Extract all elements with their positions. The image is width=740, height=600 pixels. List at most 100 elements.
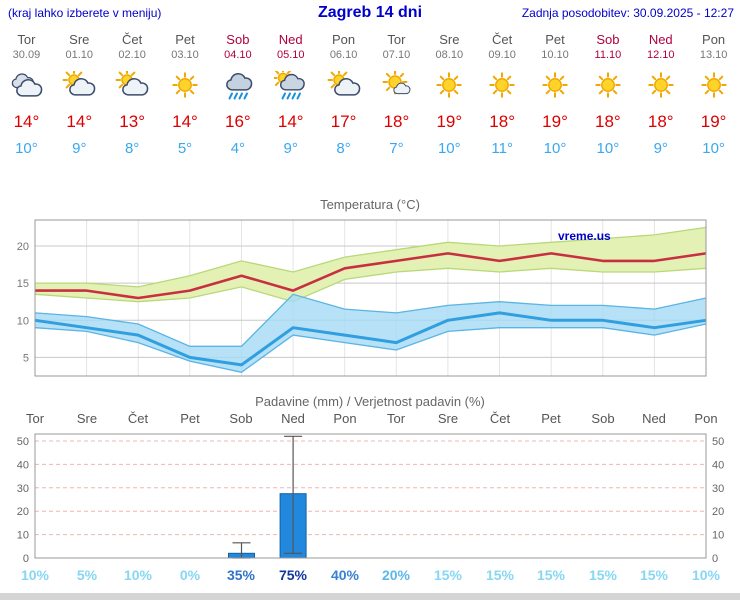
- day-column-sob-11.10[interactable]: Sob 11.10 18° 10°: [581, 32, 634, 159]
- day-name: Pon: [332, 32, 356, 47]
- menu-hint-text: (kraj lahko izberete v meniju): [8, 6, 162, 20]
- day-high-temp: 14°: [277, 112, 304, 131]
- day-column-ned-12.10[interactable]: Ned 12.10 18° 9°: [634, 32, 687, 159]
- day-column-sre-01.10[interactable]: Sre 01.10 14° 9°: [53, 32, 106, 159]
- day-date: 07.10: [382, 49, 411, 61]
- day-column-tor-07.10[interactable]: Tor 07.10 18° 7°: [370, 32, 423, 159]
- day-column-ned-05.10[interactable]: Ned 05.10 14° 9°: [264, 32, 317, 159]
- precip-probability: 15%: [588, 567, 618, 583]
- day-date: 03.10: [171, 49, 199, 61]
- precip-probability-row: 10% 5% 10% 0% 35% 75% 40% 20% 15% 15% 15% 15% 15% 10%: [0, 567, 740, 586]
- day-column-tor-30.09[interactable]: Tor 30.09 14° 10°: [0, 32, 53, 159]
- svg-text:20: 20: [17, 241, 29, 253]
- svg-text:10: 10: [17, 530, 29, 542]
- day-column-sob-04.10[interactable]: Sob 04.10 16° 4°: [211, 32, 264, 159]
- weather-icon-sunny: [634, 62, 687, 106]
- precip-probability: 10%: [123, 567, 153, 583]
- day-date: 30.09: [12, 49, 41, 61]
- header-bar: (kraj lahko izberete v meniju) Zagreb 14…: [0, 0, 740, 26]
- day-column-pet-03.10[interactable]: Pet 03.10 14° 5°: [159, 32, 212, 159]
- axis-day-label: Sob: [229, 411, 253, 426]
- day-low-temp: 5°: [177, 140, 193, 157]
- precip-probability: 10%: [691, 567, 721, 583]
- axis-day-label: Tor: [25, 411, 45, 426]
- day-high-temp: 13°: [119, 112, 145, 131]
- svg-text:30: 30: [712, 483, 724, 495]
- day-name: Ned: [278, 32, 303, 47]
- day-column-sre-08.10[interactable]: Sre 08.10 19° 10°: [423, 32, 476, 159]
- day-column-pon-13.10[interactable]: Pon 13.10 19° 10°: [687, 32, 740, 159]
- day-low-temp: 10°: [702, 140, 725, 157]
- day-date: 06.10: [329, 49, 358, 61]
- day-name: Tor: [387, 32, 406, 47]
- precip-probability: 20%: [381, 567, 411, 583]
- svg-text:vreme.us: vreme.us: [558, 229, 611, 243]
- axis-day-label: Pet: [180, 411, 200, 426]
- axis-day-label: Čet: [127, 411, 149, 426]
- day-name: Pet: [175, 32, 195, 47]
- day-low-temp: 7°: [389, 140, 404, 157]
- precipitation-chart-block: Padavine (mm) / Verjetnost padavin (%) T…: [0, 394, 740, 586]
- page-title: Zagreb 14 dni: [317, 4, 423, 21]
- day-high-temp: 19°: [542, 112, 568, 131]
- day-high-temp: 14°: [172, 112, 198, 131]
- day-column-čet-02.10[interactable]: Čet 02.10 13° 8°: [106, 32, 159, 159]
- day-name: Ned: [648, 32, 673, 47]
- day-high-temp: 19°: [436, 112, 463, 131]
- precip-probability: 15%: [536, 567, 566, 583]
- weather-icon-sunny: [687, 62, 740, 106]
- axis-day-label: Čet: [489, 411, 511, 426]
- day-date: 02.10: [118, 49, 146, 61]
- day-name: Sre: [439, 32, 460, 47]
- axis-day-label: Pet: [541, 411, 561, 426]
- svg-text:20: 20: [17, 506, 29, 518]
- precipitation-chart: 0 0 10 10 20 20 30 30 40 40 50 50: [17, 433, 724, 565]
- last-update-text: Zadnja posodobitev: 30.09.2025 - 12:27: [521, 6, 734, 20]
- svg-text:30: 30: [17, 483, 29, 495]
- precip-probability: 15%: [485, 567, 515, 583]
- weather-icon-sun-cloud: [370, 62, 423, 106]
- day-strip: Tor 30.09 14° 10° Sre 01.10 14° 9° Čet 02.10 13° 8°…: [0, 32, 740, 159]
- axis-day-label: Sre: [76, 411, 98, 426]
- day-column-pet-10.10[interactable]: Pet 10.10 19° 10°: [529, 32, 582, 159]
- day-name: Pet: [545, 32, 565, 47]
- precip-probability: 5%: [76, 567, 98, 583]
- day-low-temp: 4°: [230, 140, 246, 157]
- day-low-temp: 10°: [15, 140, 38, 157]
- day-low-temp: 8°: [336, 140, 351, 157]
- axis-day-label: Sre: [437, 411, 459, 426]
- day-high-temp: 16°: [225, 112, 251, 131]
- axis-day-label: Sob: [591, 411, 615, 426]
- svg-text:20: 20: [712, 506, 724, 518]
- day-date: 12.10: [646, 49, 675, 61]
- weather-icon-rain: [211, 62, 264, 106]
- svg-text:0: 0: [23, 553, 29, 565]
- horizontal-scrollbar[interactable]: [0, 593, 740, 600]
- weather-icon-partly: [317, 62, 370, 106]
- precip-probability: 0%: [179, 567, 201, 583]
- axis-day-label: Ned: [281, 411, 305, 426]
- precip-chart-title: Padavine (mm) / Verjetnost padavin (%): [255, 394, 485, 409]
- day-date: 13.10: [699, 49, 728, 61]
- day-name: Pon: [702, 32, 726, 47]
- day-low-temp: 9°: [283, 140, 298, 157]
- svg-text:5: 5: [23, 352, 29, 364]
- day-column-pon-06.10[interactable]: Pon 06.10 17° 8°: [317, 32, 370, 159]
- day-high-temp: 14°: [66, 112, 93, 131]
- weather-icon-sunny: [581, 62, 634, 106]
- day-date: 01.10: [65, 49, 94, 61]
- day-date: 04.10: [224, 49, 252, 61]
- weather-icon-sunny: [159, 62, 212, 106]
- day-name: Sob: [226, 32, 250, 47]
- precip-probability: 35%: [226, 567, 256, 583]
- axis-day-label: Pon: [333, 411, 357, 426]
- weather-icon-sunny: [423, 62, 476, 106]
- day-high-temp: 18°: [489, 112, 516, 131]
- day-low-temp: 9°: [72, 140, 87, 157]
- precip-probability: 75%: [278, 567, 308, 583]
- axis-day-label: Tor: [386, 411, 406, 426]
- svg-text:10: 10: [712, 530, 724, 542]
- day-column-čet-09.10[interactable]: Čet 09.10 18° 11°: [476, 32, 529, 159]
- day-low-temp: 9°: [653, 140, 668, 157]
